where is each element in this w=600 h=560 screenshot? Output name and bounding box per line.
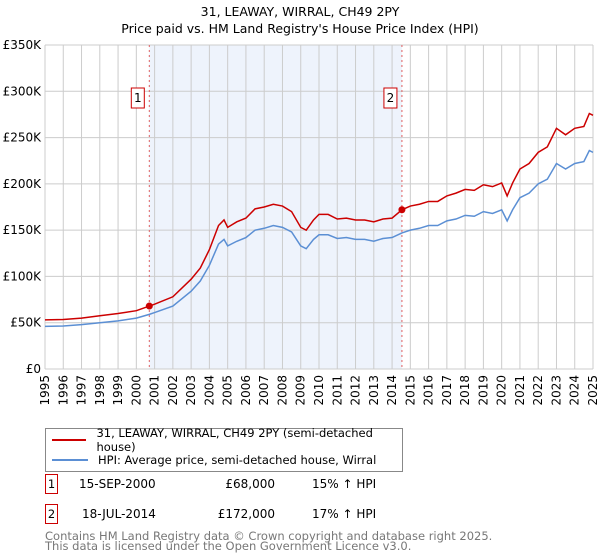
y-tick-label: £0 xyxy=(26,362,41,376)
y-tick-label: £150K xyxy=(3,223,43,237)
x-tick-label: 2010 xyxy=(312,375,326,406)
legend-swatch-blue xyxy=(52,459,88,461)
sale-row: 2 18-JUL-2014 £172,000 17% ↑ HPI xyxy=(45,504,376,524)
x-tick-label: 2003 xyxy=(184,375,198,406)
sale-label: 2 xyxy=(387,91,395,105)
y-tick-label: £250K xyxy=(3,131,43,145)
chart-title: 31, LEAWAY, WIRRAL, CH49 2PY xyxy=(201,4,400,19)
legend: 31, LEAWAY, WIRRAL, CH49 2PY (semi-detac… xyxy=(45,426,403,472)
footer: Contains HM Land Registry data © Crown c… xyxy=(45,529,493,553)
sale-marker-box: 1 xyxy=(45,474,58,494)
y-tick-label: £50K xyxy=(10,316,42,330)
sale-marker-box: 2 xyxy=(45,504,58,524)
x-tick-label: 2009 xyxy=(294,375,308,406)
sale-date: 18-JUL-2014 xyxy=(82,507,156,521)
x-tick-label: 2013 xyxy=(367,375,381,406)
y-tick-label: £350K xyxy=(3,38,43,52)
y-tick-label: £300K xyxy=(3,84,43,98)
x-tick-label: 2012 xyxy=(349,375,363,406)
legend-label: 31, LEAWAY, WIRRAL, CH49 2PY (semi-detac… xyxy=(96,426,373,454)
x-tick-label: 2017 xyxy=(440,375,454,406)
legend-item-property: 31, LEAWAY, WIRRAL, CH49 2PY (semi-detac… xyxy=(46,426,402,454)
x-tick-label: 2014 xyxy=(385,375,399,406)
sale-hpi-delta: 17% ↑ HPI xyxy=(312,507,377,521)
sale-point xyxy=(398,206,406,214)
y-tick-label: £200K xyxy=(3,177,43,191)
chart-subtitle: Price paid vs. HM Land Registry's House … xyxy=(121,21,478,36)
x-tick-label: 2016 xyxy=(422,375,436,406)
sale-price: £172,000 xyxy=(217,507,275,521)
x-tick-label: 2020 xyxy=(495,375,509,406)
legend-swatch-red xyxy=(52,439,87,441)
x-tick-label: 2005 xyxy=(221,375,235,406)
x-tick-label: 2025 xyxy=(586,375,600,406)
sale-point xyxy=(145,302,153,310)
footer-licence: This data is licensed under the Open Gov… xyxy=(45,539,412,553)
sale-date: 15-SEP-2000 xyxy=(79,477,156,491)
x-tick-label: 2023 xyxy=(549,375,563,406)
series-line xyxy=(44,149,594,328)
x-tick-label: 2004 xyxy=(202,375,216,406)
x-tick-label: 2021 xyxy=(513,375,527,406)
sale-row: 1 15-SEP-2000 £68,000 15% ↑ HPI xyxy=(45,474,376,494)
x-tick-label: 2011 xyxy=(330,375,344,406)
x-tick-label: 2019 xyxy=(476,375,490,406)
series-line xyxy=(44,112,594,321)
sale-hpi-delta: 15% ↑ HPI xyxy=(312,477,377,491)
x-tick-label: 2018 xyxy=(458,375,472,406)
x-tick-label: 1999 xyxy=(111,375,125,406)
x-tick-label: 1998 xyxy=(93,375,107,406)
x-tick-label: 2024 xyxy=(568,375,582,406)
sale-label-box xyxy=(383,87,398,109)
x-tick-label: 1997 xyxy=(75,375,89,406)
shaded-ownership-period xyxy=(149,45,402,369)
legend-item-hpi: HPI: Average price, semi-detached house,… xyxy=(46,450,376,470)
x-tick-label: 2006 xyxy=(239,375,253,406)
sale-label: 1 xyxy=(134,91,142,105)
x-tick-label: 2015 xyxy=(403,375,417,406)
x-tick-label: 2008 xyxy=(275,375,289,406)
x-tick-label: 2002 xyxy=(166,375,180,406)
x-tick-label: 1995 xyxy=(38,375,52,406)
x-tick-label: 2000 xyxy=(129,375,143,406)
sale-label-box xyxy=(130,87,145,109)
sale-price: £68,000 xyxy=(225,477,275,491)
y-tick-label: £100K xyxy=(3,269,43,283)
x-tick-label: 2022 xyxy=(531,375,545,406)
legend-label: HPI: Average price, semi-detached house,… xyxy=(98,453,377,467)
x-tick-label: 2001 xyxy=(148,375,162,406)
price-chart: 31, LEAWAY, WIRRAL, CH49 2PY Price paid … xyxy=(3,4,600,406)
footer-copyright: Contains HM Land Registry data © Crown c… xyxy=(45,529,493,543)
x-tick-label: 1996 xyxy=(56,375,70,406)
x-tick-label: 2007 xyxy=(257,375,271,406)
